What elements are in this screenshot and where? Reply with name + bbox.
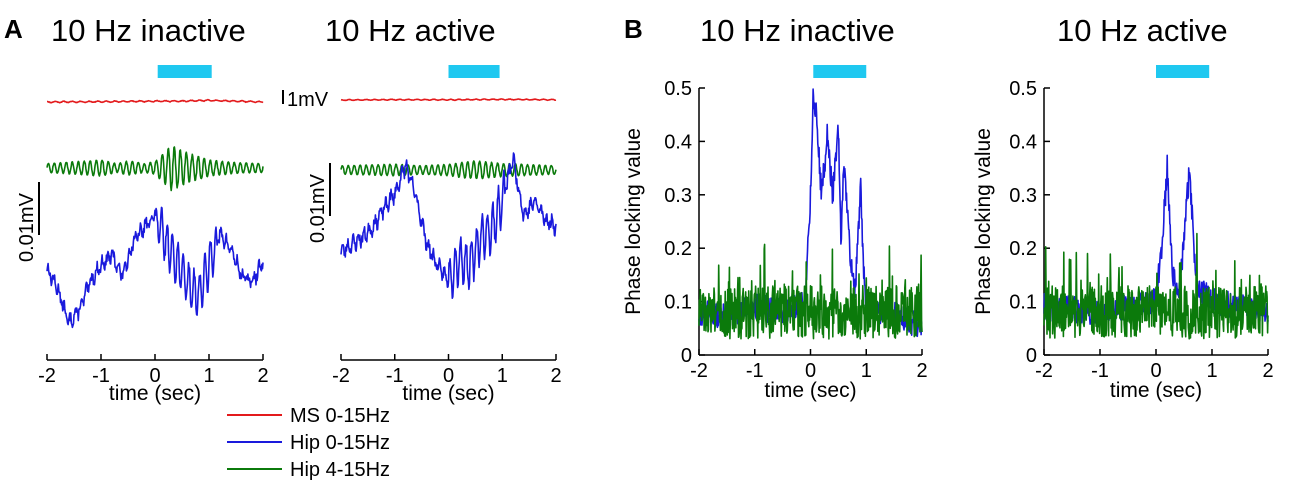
b-active-title: 10 Hz active [1057, 13, 1228, 48]
a-inactive-scale-label: 0.01mV [16, 192, 38, 262]
a-active-plot: -2 -1 0 1 2 time (sec) [332, 65, 562, 405]
y-tick-label: 0.1 [664, 292, 692, 314]
ms-trace [340, 98, 557, 102]
x-tick-label: -1 [746, 360, 764, 382]
x-axis-label: time (sec) [109, 382, 201, 405]
y-tick-label: 0.2 [1009, 238, 1037, 260]
x-tick-label: 0 [805, 360, 816, 382]
hip-theta-plv [1043, 232, 1269, 340]
hip-broad-trace [340, 152, 557, 299]
stimulus-bar [813, 65, 867, 78]
y-tick-label: 0 [681, 345, 692, 367]
hip-theta-trace [46, 146, 264, 192]
y-tick-label: 0.1 [1009, 292, 1037, 314]
x-tick-label: 1 [203, 365, 214, 387]
y-tick-label: 0.2 [664, 238, 692, 260]
b-inactive-plot: -2 -1 0 1 2 0 0.1 0.2 0.3 0.4 0.5 time (sec) Phase l… [622, 65, 928, 402]
ms-trace [46, 98, 264, 104]
a-inactive-plot: -2 -1 0 1 2 time (sec) [38, 65, 269, 405]
y-tick-label: 0 [1026, 345, 1037, 367]
panel-b-letter: B [624, 14, 643, 44]
x-tick-label: 2 [1262, 360, 1273, 382]
x-tick-label: 2 [257, 365, 268, 387]
x-tick-label: -2 [332, 365, 350, 387]
x-tick-label: 2 [916, 360, 927, 382]
legend-label-hip-broad: Hip 0-15Hz [290, 432, 390, 454]
panel-a-letter: A [4, 14, 23, 44]
x-axis-label: time (sec) [402, 382, 494, 405]
hip-theta-plv [698, 243, 923, 340]
x-tick-label: 0 [443, 365, 454, 387]
stimulus-bar [157, 65, 212, 78]
x-tick-label: 1 [497, 365, 508, 387]
legend-label-hip-theta: Hip 4-15Hz [290, 459, 390, 481]
b-inactive-title: 10 Hz inactive [700, 13, 895, 48]
x-tick-label: 1 [1206, 360, 1217, 382]
a-active-title: 10 Hz active [325, 13, 496, 48]
a-active-scale-label: 0.01mV [307, 173, 329, 243]
y-tick-label: 0.5 [1009, 78, 1037, 100]
a-inactive-title: 10 Hz inactive [51, 13, 246, 48]
y-tick-label: 0.3 [1009, 185, 1037, 207]
x-axis-label: time (sec) [1110, 379, 1202, 402]
x-tick-label: -1 [92, 365, 110, 387]
x-tick-label: -1 [1091, 360, 1109, 382]
y-tick-label: 0.3 [664, 185, 692, 207]
mv-scale-label: 1mV [287, 89, 329, 111]
hip-theta-trace [340, 160, 557, 180]
legend-label-ms: MS 0-15Hz [290, 405, 390, 427]
hip-broad-trace [46, 206, 264, 329]
y-axis-label: Phase locking value [622, 128, 645, 315]
x-tick-label: 1 [861, 360, 872, 382]
b-active-plot: -2 -1 0 1 2 0 0.1 0.2 0.3 0.4 0.5 time (sec) Phase l… [972, 65, 1274, 402]
x-tick-label: -2 [690, 360, 708, 382]
x-tick-label: 2 [550, 365, 561, 387]
x-tick-label: -2 [38, 365, 56, 387]
stimulus-bar [448, 65, 500, 78]
x-axis-label: time (sec) [764, 379, 856, 402]
y-axis-label: Phase locking value [972, 128, 995, 315]
x-tick-label: 0 [149, 365, 160, 387]
x-tick-label: -2 [1035, 360, 1053, 382]
stimulus-bar [1156, 65, 1210, 78]
y-tick-label: 0.4 [1009, 131, 1037, 153]
legend: MS 0-15Hz Hip 0-15Hz Hip 4-15Hz [227, 405, 390, 481]
x-tick-label: -1 [386, 365, 404, 387]
x-tick-label: 0 [1150, 360, 1161, 382]
y-tick-label: 0.5 [664, 78, 692, 100]
y-tick-label: 0.4 [664, 131, 692, 153]
